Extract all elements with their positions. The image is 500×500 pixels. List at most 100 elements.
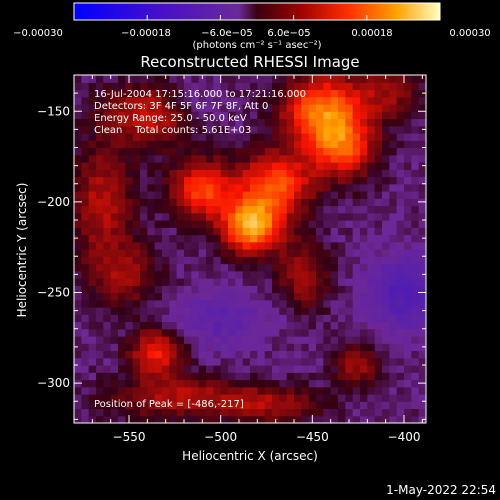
heatmap-cell	[198, 147, 207, 156]
heatmap-cell	[323, 343, 332, 352]
heatmap-cell	[140, 198, 148, 207]
heatmap-cell	[81, 415, 90, 423]
heatmap-cell	[103, 379, 112, 388]
heatmap-cell	[147, 321, 156, 330]
heatmap-cell	[74, 212, 82, 221]
heatmap-cell	[279, 183, 288, 192]
heatmap-cell	[176, 140, 185, 149]
heatmap-cell	[396, 415, 405, 423]
heatmap-cell	[316, 89, 324, 98]
heatmap-cell	[198, 227, 207, 236]
heatmap-cell	[345, 256, 354, 265]
heatmap-cell	[213, 162, 222, 170]
heatmap-cell	[323, 299, 332, 308]
heatmap-cell	[286, 386, 295, 395]
heatmap-cell	[323, 176, 332, 185]
heatmap-cell	[250, 350, 258, 359]
heatmap-cell	[191, 379, 200, 388]
heatmap-cell	[308, 111, 317, 120]
heatmap-cell	[118, 292, 126, 301]
heatmap-cell	[206, 140, 214, 149]
heatmap-cell	[279, 372, 288, 381]
heatmap-cell	[396, 104, 405, 112]
heatmap-cell	[264, 227, 273, 236]
heatmap-cell	[125, 350, 134, 359]
heatmap-cell	[206, 285, 214, 294]
heatmap-cell	[338, 299, 346, 308]
heatmap-cell	[345, 241, 354, 250]
heatmap-cell	[345, 104, 354, 112]
heatmap-cell	[404, 133, 412, 141]
heatmap-cell	[176, 278, 185, 286]
heatmap-cell	[294, 96, 302, 105]
heatmap-cell	[103, 386, 112, 395]
heatmap-cell	[404, 111, 412, 120]
heatmap-cell	[220, 307, 229, 315]
heatmap-cell	[360, 220, 368, 228]
heatmap-cell	[154, 234, 163, 243]
heatmap-cell	[345, 307, 354, 315]
heatmap-cell	[323, 292, 332, 301]
heatmap-cell	[213, 394, 222, 402]
heatmap-cell	[88, 270, 97, 279]
heatmap-cell	[242, 314, 251, 323]
heatmap-cell	[250, 336, 258, 344]
heatmap-cell	[360, 307, 368, 315]
heatmap-cell	[147, 401, 156, 410]
heatmap-cell	[140, 328, 148, 337]
heatmap-cell	[176, 104, 185, 112]
heatmap-cell	[118, 89, 126, 98]
heatmap-cell	[382, 365, 390, 373]
heatmap-cell	[360, 75, 368, 83]
heatmap-cell	[242, 343, 251, 352]
heatmap-cell	[323, 386, 332, 395]
heatmap-cell	[418, 154, 426, 163]
heatmap-cell	[184, 270, 192, 279]
heatmap-cell	[279, 75, 288, 83]
heatmap-cell	[235, 234, 244, 243]
heatmap-cell	[147, 249, 156, 257]
heatmap-cell	[118, 401, 126, 410]
heatmap-cell	[301, 379, 310, 388]
heatmap-cell	[140, 314, 148, 323]
heatmap-cell	[184, 104, 192, 112]
heatmap-cell	[184, 198, 192, 207]
heatmap-cell	[338, 386, 346, 395]
heatmap-cell	[374, 234, 383, 243]
heatmap-cell	[191, 162, 200, 170]
heatmap-cell	[235, 96, 244, 105]
heatmap-cell	[176, 386, 185, 395]
heatmap-cell	[147, 227, 156, 236]
heatmap-cell	[257, 270, 266, 279]
heatmap-cell	[242, 111, 251, 120]
heatmap-cell	[301, 394, 310, 402]
heatmap-cell	[418, 111, 426, 120]
heatmap-cell	[242, 336, 251, 344]
heatmap-cell	[360, 162, 368, 170]
heatmap-cell	[374, 140, 383, 149]
heatmap-cell	[96, 82, 104, 91]
heatmap-cell	[382, 379, 390, 388]
heatmap-cell	[88, 89, 97, 98]
heatmap-cell	[213, 176, 222, 185]
heatmap-cell	[389, 176, 398, 185]
heatmap-cell	[345, 285, 354, 294]
heatmap-cell	[235, 328, 244, 337]
heatmap-cell	[96, 270, 104, 279]
heatmap-cell	[367, 140, 376, 149]
heatmap-cell	[396, 82, 405, 91]
heatmap-cell	[374, 198, 383, 207]
heatmap-cell	[147, 234, 156, 243]
heatmap-cell	[74, 140, 82, 149]
heatmap-cell	[206, 169, 214, 178]
heatmap-cell	[389, 394, 398, 402]
heatmap-cell	[125, 96, 134, 105]
heatmap-cell	[147, 220, 156, 228]
heatmap-cell	[404, 343, 412, 352]
heatmap-cell	[88, 307, 97, 315]
heatmap-cell	[162, 183, 170, 192]
heatmap-cell	[294, 285, 302, 294]
heatmap-cell	[96, 321, 104, 330]
heatmap-cell	[330, 328, 339, 337]
heatmap-cell	[323, 198, 332, 207]
